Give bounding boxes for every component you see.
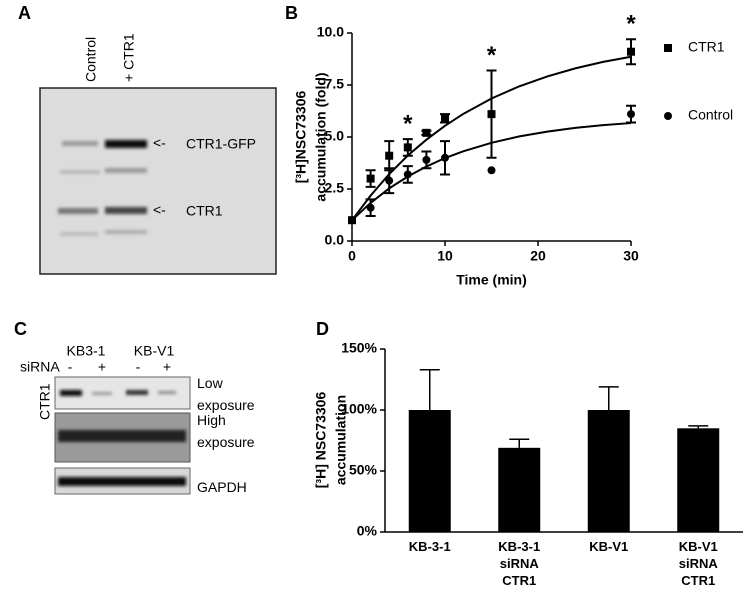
marker bbox=[403, 143, 412, 152]
y-tick-label: 0% bbox=[357, 523, 378, 539]
x-tick-label: 10 bbox=[437, 248, 453, 264]
marker bbox=[487, 110, 496, 119]
bar bbox=[587, 410, 630, 532]
y-axis-label: [³H] NSC73306 bbox=[313, 392, 329, 489]
row-label: Low exposure bbox=[197, 375, 255, 413]
arrow: <- bbox=[153, 135, 166, 151]
marker bbox=[487, 166, 496, 175]
x-tick-label: KB-3-1 bbox=[408, 539, 451, 554]
x-tick-label: 0 bbox=[348, 248, 356, 264]
y-tick-label: 7.5 bbox=[325, 76, 345, 92]
annotation: * bbox=[626, 11, 636, 38]
marker bbox=[366, 203, 375, 212]
marker bbox=[348, 216, 356, 225]
protein-label: CTR1 bbox=[37, 383, 53, 420]
arrow: <- bbox=[153, 202, 166, 218]
legend-marker bbox=[664, 44, 672, 52]
marker bbox=[366, 174, 375, 183]
treatment: siRNA bbox=[20, 359, 60, 375]
x-axis-label: Time (min) bbox=[456, 272, 527, 288]
lane-label: + CTR1 bbox=[121, 33, 137, 82]
sign: - bbox=[68, 359, 73, 375]
sign: + bbox=[98, 359, 106, 375]
bar bbox=[408, 410, 451, 532]
marker bbox=[403, 170, 412, 179]
marker bbox=[627, 47, 635, 56]
error-bar bbox=[509, 438, 530, 448]
panel-letter: A bbox=[18, 3, 31, 23]
row-label: High exposure bbox=[197, 412, 255, 450]
band-label: CTR1-GFP bbox=[186, 136, 256, 152]
y-axis-label: [³H]NSC73306 bbox=[293, 90, 309, 183]
lane-label: Control bbox=[83, 37, 99, 82]
y-tick-label: 100% bbox=[341, 401, 377, 417]
annotation: * bbox=[487, 42, 497, 69]
marker bbox=[441, 153, 449, 162]
legend-marker bbox=[664, 112, 672, 120]
row-label: GAPDH bbox=[197, 479, 247, 495]
bar bbox=[498, 447, 541, 532]
cell-line: KB-V1 bbox=[134, 343, 175, 359]
y-tick-label: 5.0 bbox=[325, 128, 345, 144]
panel-letter: C bbox=[14, 319, 27, 339]
panel-letter: D bbox=[316, 319, 329, 339]
marker bbox=[422, 128, 431, 137]
marker bbox=[422, 155, 431, 164]
cell-line: KB3-1 bbox=[67, 343, 106, 359]
marker bbox=[385, 176, 394, 185]
y-axis-label: accumulation (fold) bbox=[313, 72, 329, 201]
sign: - bbox=[136, 359, 141, 375]
error-bar bbox=[688, 425, 709, 429]
y-axis-label: accumulation bbox=[333, 395, 349, 485]
band-label: CTR1 bbox=[186, 203, 223, 219]
sign: + bbox=[163, 359, 171, 375]
error-bar bbox=[598, 386, 619, 410]
blot bbox=[39, 87, 277, 275]
x-tick-label: KB-3-1 siRNA CTR1 bbox=[498, 539, 541, 588]
y-tick-label: 0.0 bbox=[325, 232, 345, 248]
legend-label: Control bbox=[688, 107, 733, 123]
marker bbox=[441, 114, 449, 123]
annotation: * bbox=[403, 110, 413, 137]
blot-bands bbox=[58, 140, 147, 236]
error-bar bbox=[419, 368, 440, 410]
y-tick-label: 50% bbox=[349, 462, 378, 478]
x-tick-label: 30 bbox=[623, 248, 639, 264]
x-tick-label: 20 bbox=[530, 248, 546, 264]
y-tick-label: 10.0 bbox=[317, 24, 344, 40]
legend-label: CTR1 bbox=[688, 39, 725, 55]
y-tick-label: 150% bbox=[341, 340, 377, 356]
y-tick-label: 2.5 bbox=[325, 180, 345, 196]
panel-letter: B bbox=[285, 3, 298, 23]
x-tick-label: KB-V1 bbox=[589, 539, 629, 554]
marker bbox=[627, 110, 635, 119]
marker bbox=[385, 151, 394, 160]
blot-strips bbox=[54, 376, 191, 495]
bar bbox=[677, 428, 720, 532]
x-tick-label: KB-V1 siRNA CTR1 bbox=[678, 539, 718, 588]
